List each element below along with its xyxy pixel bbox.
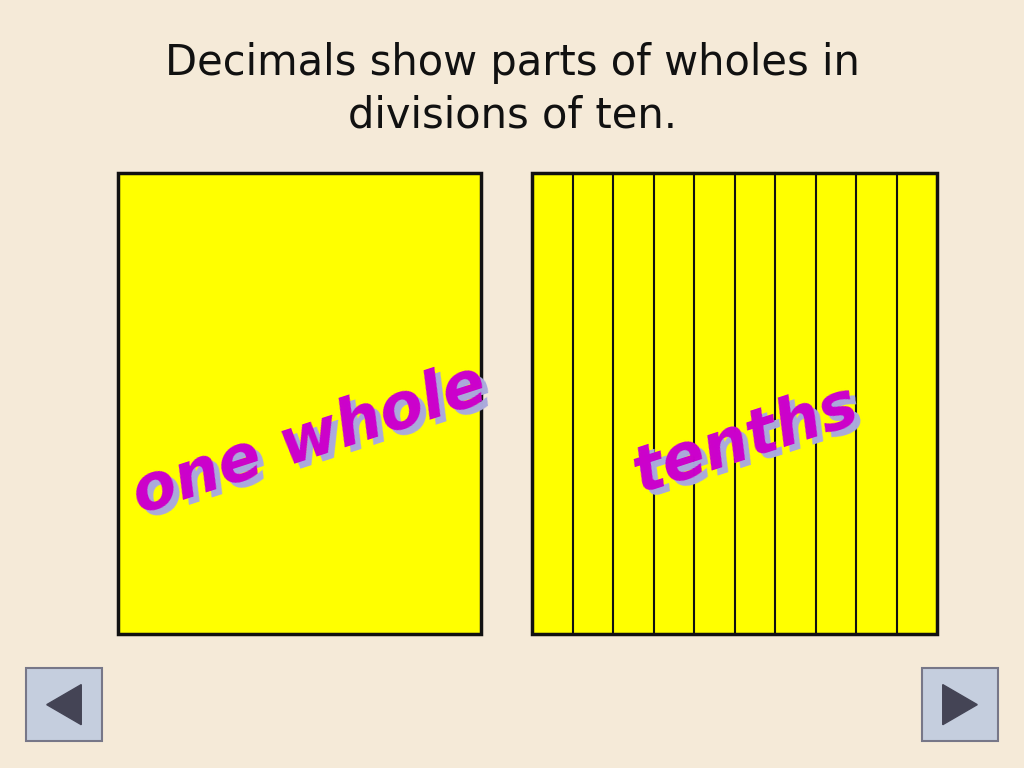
Bar <box>922 668 998 741</box>
Text: tenths: tenths <box>631 379 871 510</box>
Text: one whole: one whole <box>125 353 495 527</box>
Bar <box>26 668 102 741</box>
Text: tenths: tenths <box>625 375 865 505</box>
Text: Decimals show parts of wholes in
divisions of ten.: Decimals show parts of wholes in divisio… <box>165 42 859 136</box>
Polygon shape <box>47 684 81 725</box>
Polygon shape <box>943 684 977 725</box>
Text: one whole: one whole <box>131 358 501 531</box>
Bar <box>532 173 937 634</box>
Bar <box>118 173 481 634</box>
